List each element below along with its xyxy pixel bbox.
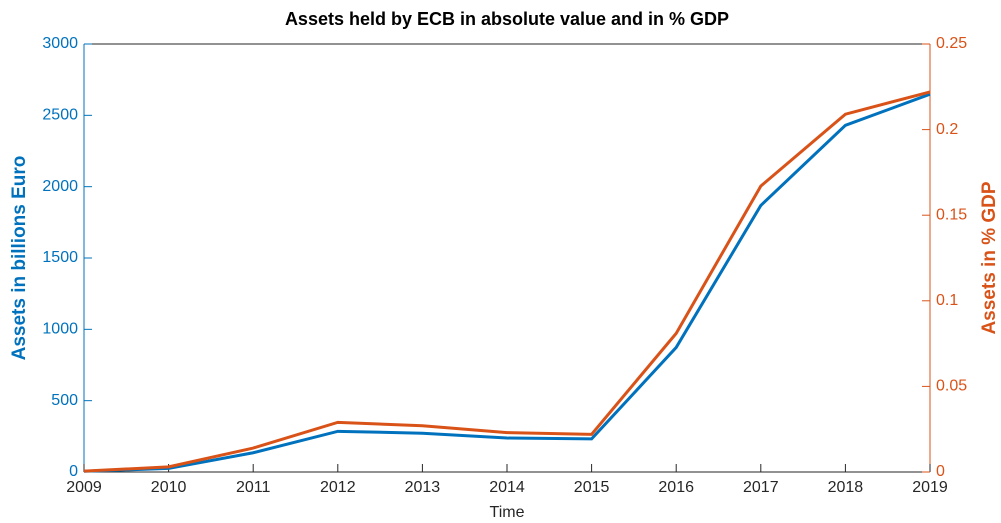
x-tick-label: 2016 <box>658 479 694 496</box>
x-axis-label: Time <box>490 504 525 521</box>
x-tick-label: 2017 <box>743 479 779 496</box>
y-tick-label: 2500 <box>42 107 78 124</box>
x-tick-label: 2014 <box>489 479 525 496</box>
series-line <box>83 92 931 473</box>
series-line <box>83 90 931 473</box>
y-tick-label: 0 <box>69 463 78 480</box>
y2-tick-label: 0.05 <box>936 378 967 395</box>
x-tick-label: 2015 <box>574 479 610 496</box>
x-tick-label: 2011 <box>236 479 271 496</box>
y-axis-label: Assets in billions Euro <box>9 156 30 361</box>
x-tick-label: 2013 <box>405 479 441 496</box>
y2-axis-label: Assets in % GDP <box>979 181 1000 334</box>
chart-title: Assets held by ECB in absolute value and… <box>285 9 729 29</box>
y2-tick-label: 0.25 <box>936 35 967 52</box>
y-tick-label: 2000 <box>42 178 78 195</box>
y-tick-label: 1500 <box>42 249 78 266</box>
x-tick-label: 2009 <box>66 479 102 496</box>
y2-tick-label: 0.15 <box>936 206 967 223</box>
y2-tick-label: 0.2 <box>936 121 958 138</box>
y-tick-label: 1000 <box>42 321 78 338</box>
y2-tick-label: 0 <box>936 463 945 480</box>
x-tick-label: 2019 <box>912 479 948 496</box>
y2-tick-label: 0.1 <box>936 292 958 309</box>
x-tick-label: 2018 <box>828 479 864 496</box>
x-tick-label: 2010 <box>151 479 187 496</box>
y-tick-label: 500 <box>51 392 78 409</box>
x-tick-label: 2012 <box>320 479 356 496</box>
y-tick-label: 3000 <box>42 35 78 52</box>
